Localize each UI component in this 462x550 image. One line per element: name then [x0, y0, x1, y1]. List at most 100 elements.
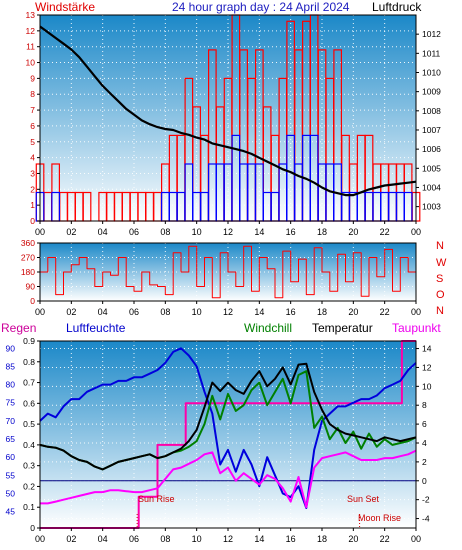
- temp-panel-x-tick-label: 16: [286, 534, 296, 544]
- temperature-legend: Temperatur: [312, 321, 373, 335]
- direction-panel-x-tick-label: 04: [98, 307, 108, 317]
- rain-y-tick-label: 0: [30, 523, 35, 533]
- rain-y-tick-label: 0.3: [23, 461, 35, 471]
- humidity-y-tick-label: 45: [6, 507, 16, 517]
- humidity-y-tick-label: 50: [6, 489, 16, 499]
- pressure-y-tick-label: 1006: [422, 144, 441, 154]
- temp-panel-x-tick-label: 18: [317, 534, 327, 544]
- wind-y-tick-label: 1: [30, 200, 35, 210]
- wind-panel-x-tick-label: 02: [66, 227, 76, 237]
- wind-y-tick-label: 4: [30, 153, 35, 163]
- wind-panel-x-tick-label: 00: [411, 227, 421, 237]
- moon-rise-label: Moon Rise: [358, 513, 402, 523]
- temp-panel-x-tick-label: 06: [129, 534, 139, 544]
- pressure-axis-title: Luftdruck: [372, 0, 422, 14]
- direction-panel-x-tick-label: 22: [380, 307, 390, 317]
- temp-panel-x-tick-label: 00: [35, 534, 45, 544]
- direction-label-n-top: N: [436, 240, 444, 252]
- wind-panel-x-tick-label: 22: [380, 227, 390, 237]
- temperature-y-tick-label: 8: [422, 400, 427, 410]
- direction-panel-x-tick-label: 18: [317, 307, 327, 317]
- humidity-y-tick-label: 60: [6, 452, 16, 462]
- temp-panel-x-tick-label: 20: [348, 534, 358, 544]
- wind-panel-x-tick-label: 12: [223, 227, 233, 237]
- direction-label-w: W: [436, 257, 447, 269]
- direction-panel-x-tick-label: 10: [192, 307, 202, 317]
- temperature-y-tick-label: 14: [422, 344, 432, 354]
- pressure-y-tick-label: 1005: [422, 163, 441, 173]
- wind-y-tick-label: 9: [30, 73, 35, 83]
- temp-panel-x-tick-label: 04: [98, 534, 108, 544]
- wind-panel-x-tick-label: 10: [192, 227, 202, 237]
- wind-panel-x-tick-label: 08: [160, 227, 170, 237]
- chart-title: 24 hour graph day : 24 April 2024: [172, 0, 350, 14]
- wind-y-tick-label: 11: [26, 42, 35, 52]
- wind-panel-background: [40, 15, 416, 221]
- direction-y-tick-label: 180: [21, 267, 35, 277]
- temp-panel-x-tick-label: 14: [254, 534, 264, 544]
- direction-panel-x-tick-label: 14: [254, 307, 264, 317]
- temp-panel-x-tick-label: 12: [223, 534, 233, 544]
- direction-label-s: S: [436, 273, 444, 285]
- wind-y-tick-label: 12: [26, 26, 36, 36]
- rain-y-tick-label: 0.4: [23, 440, 35, 450]
- pressure-y-tick-label: 1012: [422, 29, 441, 39]
- wind-panel-x-tick-label: 00: [35, 227, 45, 237]
- temp-panel-x-tick-label: 00: [411, 534, 421, 544]
- humidity-y-tick-label: 55: [6, 470, 16, 480]
- direction-y-tick-label: 270: [21, 253, 35, 263]
- direction-panel-x-tick-label: 06: [129, 307, 139, 317]
- pressure-y-tick-label: 1004: [422, 182, 441, 192]
- sun-rise-label: Sun Rise: [138, 494, 175, 504]
- humidity-axis-title: Luftfeuchte: [66, 321, 126, 335]
- humidity-y-tick-label: 85: [6, 361, 16, 371]
- direction-y-tick-label: 0: [30, 296, 35, 306]
- wind-y-tick-label: 3: [30, 168, 35, 178]
- wind-panel-x-tick-label: 16: [286, 227, 296, 237]
- humidity-y-tick-label: 75: [6, 398, 16, 408]
- temperature-y-tick-label: 6: [422, 419, 427, 429]
- temp-panel-x-tick-label: 10: [192, 534, 202, 544]
- wind-panel-x-tick-label: 06: [129, 227, 139, 237]
- rain-y-tick-label: 0.8: [23, 357, 35, 367]
- temperature-y-tick-label: -4: [422, 514, 430, 524]
- pressure-y-tick-label: 1011: [422, 48, 441, 58]
- direction-y-tick-label: 90: [26, 282, 36, 292]
- temperature-y-tick-label: 0: [422, 476, 427, 486]
- pressure-y-tick-label: 1009: [422, 87, 441, 97]
- wind-y-tick-label: 6: [30, 121, 35, 131]
- dewpoint-legend: Taupunkt: [392, 321, 441, 335]
- sun-set-label: Sun Set: [347, 494, 380, 504]
- wind-y-tick-label: 0: [30, 216, 35, 226]
- pressure-y-tick-label: 1003: [422, 202, 441, 212]
- windchill-legend: Windchill: [244, 321, 293, 335]
- rain-y-tick-label: 0.6: [23, 398, 35, 408]
- direction-panel-x-tick-label: 16: [286, 307, 296, 317]
- direction-panel-x-tick-label: 20: [348, 307, 358, 317]
- wind-axis-title: Windstärke: [35, 0, 96, 14]
- humidity-y-tick-label: 70: [6, 416, 16, 426]
- humidity-y-tick-label: 90: [6, 343, 16, 353]
- direction-label-n-bottom: N: [436, 305, 444, 317]
- direction-panel-x-tick-label: 12: [223, 307, 233, 317]
- rain-y-tick-label: 0.9: [23, 336, 35, 346]
- wind-panel-x-tick-label: 04: [98, 227, 108, 237]
- humidity-y-tick-label: 80: [6, 380, 16, 390]
- rain-line: [40, 340, 416, 529]
- wind-y-tick-label: 5: [30, 137, 35, 147]
- temperature-y-tick-label: 10: [422, 381, 432, 391]
- pressure-y-tick-label: 1010: [422, 67, 441, 77]
- temperature-y-tick-label: 4: [422, 438, 427, 448]
- rain-y-tick-label: 0.7: [23, 378, 35, 388]
- direction-y-tick-label: 360: [21, 238, 35, 248]
- rain-y-tick-label: 0.1: [23, 502, 35, 512]
- wind-y-tick-label: 8: [30, 89, 35, 99]
- direction-label-o: O: [436, 289, 445, 301]
- wind-y-tick-label: 7: [30, 105, 35, 115]
- wind-y-tick-label: 13: [26, 10, 36, 20]
- wind-panel-x-tick-label: 20: [348, 227, 358, 237]
- rain-y-tick-label: 0.2: [23, 481, 35, 491]
- wind-panel-x-tick-label: 18: [317, 227, 327, 237]
- wind-panel-x-tick-label: 14: [254, 227, 264, 237]
